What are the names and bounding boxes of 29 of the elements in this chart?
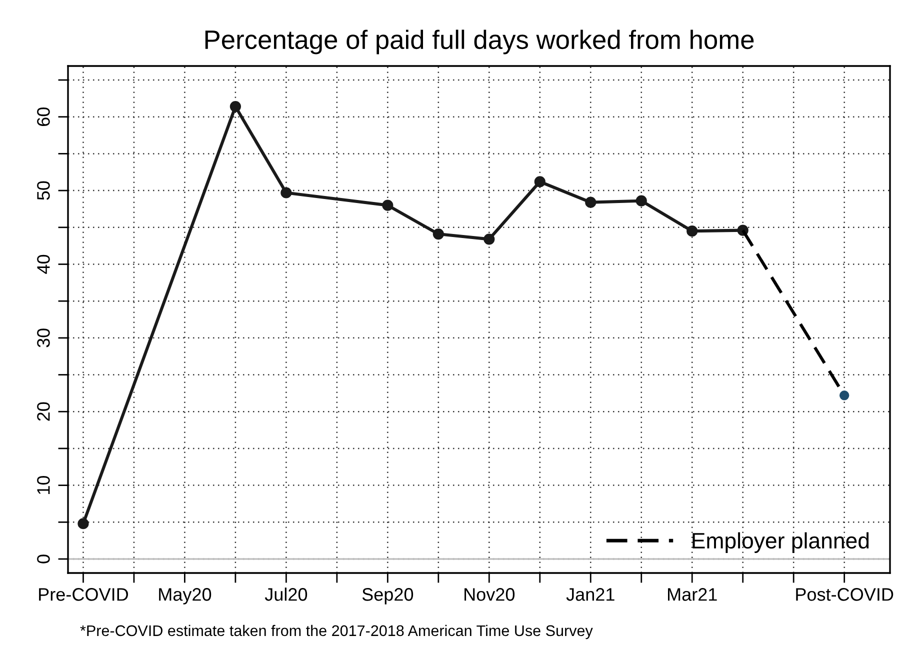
x-tick-label: Jan21	[566, 588, 614, 601]
x-tick-label: Nov20	[464, 588, 515, 601]
point	[636, 195, 647, 206]
point	[432, 228, 444, 240]
point	[230, 100, 241, 112]
y-tick-label: 0	[37, 554, 50, 564]
point	[585, 196, 596, 208]
y-tick-label: 50	[37, 181, 50, 200]
y-tick-label: 10	[37, 476, 50, 494]
point	[839, 390, 850, 400]
point	[280, 187, 292, 198]
x-tick-label: Sep20	[362, 588, 414, 604]
x-tick-label: Post-COVID	[796, 588, 894, 601]
legend-label: Employer planned	[692, 532, 869, 553]
y-tick-label: 30	[37, 328, 50, 348]
x-tick-label: May20	[159, 588, 212, 604]
point	[686, 226, 698, 237]
x-tick-label: Jul20	[264, 588, 308, 601]
point	[484, 234, 495, 245]
x-tick-label: Pre-COVID	[39, 588, 128, 601]
y-tick-label: 40	[37, 254, 50, 274]
text: *Pre-COVID estimate taken from the 2017-2018 American Time Use Survey	[80, 624, 593, 640]
y-tick-label: 60	[37, 108, 50, 126]
point	[382, 200, 394, 211]
chart-title: Percentage of paid full days worked from home	[205, 30, 754, 54]
y-tick-label: 20	[37, 402, 50, 421]
point	[534, 176, 546, 188]
point	[78, 518, 89, 530]
x-tick-label: Mar21	[668, 588, 717, 601]
